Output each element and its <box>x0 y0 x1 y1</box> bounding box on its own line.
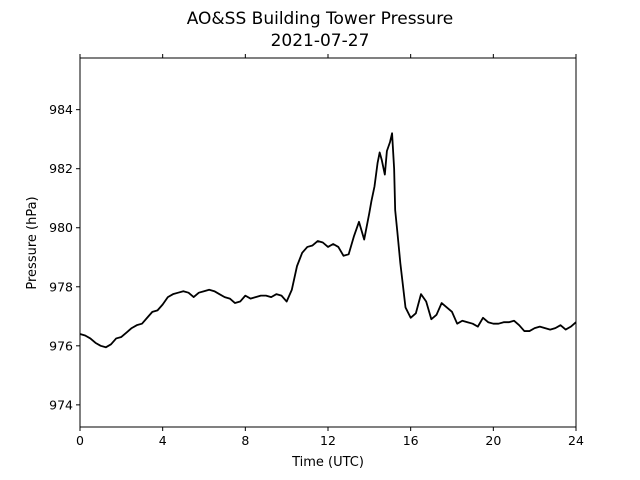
chart-subtitle: 2021-07-27 <box>271 31 370 51</box>
y-axis-ticks: 974 976 978 980 982 984 <box>49 102 80 412</box>
x-tick-label: 24 <box>568 433 584 448</box>
x-tick-label: 12 <box>320 433 336 448</box>
plot-frame <box>79 57 577 428</box>
x-axis-label: Time (UTC) <box>291 455 364 470</box>
x-tick-label: 4 <box>159 433 167 448</box>
x-tick-label: 0 <box>76 433 84 448</box>
x-axis-ticks: 0 4 8 12 16 20 24 <box>76 54 584 448</box>
y-tick-label: 976 <box>49 338 73 353</box>
x-tick-label: 16 <box>403 433 419 448</box>
x-tick-label: 20 <box>485 433 501 448</box>
y-tick-label: 974 <box>49 397 73 412</box>
y-tick-label: 978 <box>49 279 73 294</box>
x-tick-label: 8 <box>241 433 249 448</box>
y-tick-label: 982 <box>49 161 73 176</box>
chart-title: AO&SS Building Tower Pressure <box>187 9 454 29</box>
pressure-line <box>79 132 577 349</box>
y-tick-label: 980 <box>49 220 73 235</box>
plot-area <box>79 132 577 349</box>
y-axis-label: Pressure (hPa) <box>25 196 40 289</box>
y-tick-label: 984 <box>49 102 73 117</box>
